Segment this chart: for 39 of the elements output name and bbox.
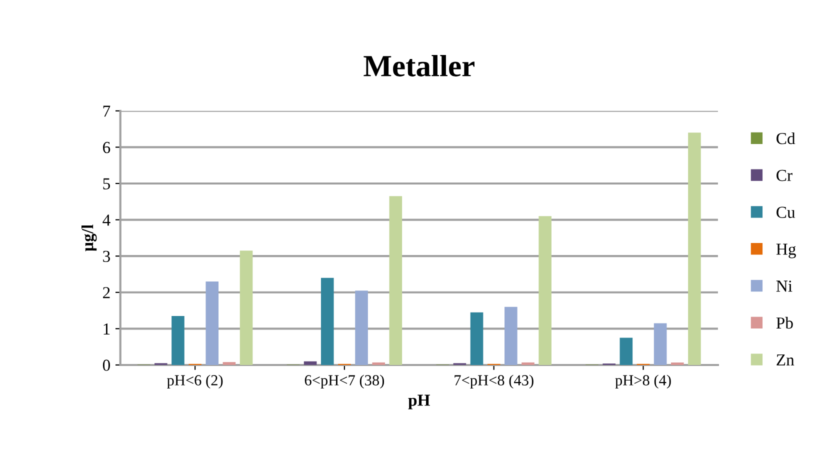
y-axis-title: µg/l bbox=[81, 224, 97, 252]
y-tick-label: 1 bbox=[104, 323, 110, 334]
legend-label: Cu bbox=[776, 206, 796, 218]
y-tick-label: 7 bbox=[103, 106, 110, 117]
bar bbox=[240, 250, 253, 365]
bar bbox=[654, 323, 667, 365]
bar bbox=[470, 312, 484, 365]
legend-label: Zn bbox=[776, 354, 794, 366]
x-tick-label: pH<6 (2) bbox=[167, 374, 223, 389]
bar bbox=[620, 338, 633, 365]
bar bbox=[355, 290, 368, 365]
bar bbox=[504, 306, 518, 365]
chart-title: Metaller bbox=[364, 54, 474, 76]
y-tick-label: 6 bbox=[103, 142, 110, 154]
bar bbox=[172, 316, 184, 365]
y-tick-label: 2 bbox=[103, 287, 110, 298]
bar bbox=[538, 216, 552, 365]
bar bbox=[222, 362, 236, 365]
y-tick-label: 0 bbox=[102, 360, 110, 371]
bar bbox=[372, 362, 385, 365]
legend-label: Pb bbox=[776, 316, 793, 329]
legend-label: Hg bbox=[776, 244, 796, 258]
x-tick-label: pH>8 (4) bbox=[615, 374, 671, 389]
y-tick-label: 5 bbox=[103, 178, 110, 190]
legend-label: Ni bbox=[776, 280, 792, 292]
legend-label: Cd bbox=[776, 132, 796, 144]
y-tick-label: 3 bbox=[103, 250, 110, 262]
bar bbox=[320, 278, 334, 365]
bar bbox=[304, 361, 317, 365]
bar bbox=[389, 196, 402, 365]
y-tick-label: 4 bbox=[102, 214, 110, 226]
bar bbox=[206, 281, 219, 365]
bar bbox=[688, 132, 701, 365]
bar bbox=[670, 362, 684, 365]
x-tick-label: 6<pH<7 (38) bbox=[304, 374, 384, 389]
legend-label: Cr bbox=[776, 170, 792, 182]
x-axis-title: pH bbox=[408, 394, 430, 410]
x-tick-label: 7<pH<8 (43) bbox=[454, 374, 534, 389]
bar bbox=[522, 362, 534, 365]
